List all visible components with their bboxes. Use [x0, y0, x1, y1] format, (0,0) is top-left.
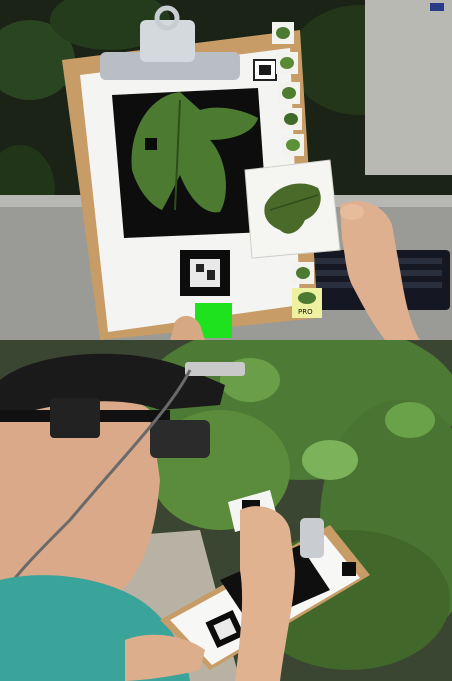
binder-clip: [100, 5, 240, 80]
head-mounted-display: [0, 362, 245, 601]
right-hand: [340, 201, 420, 340]
left-hand: [170, 315, 205, 340]
ar-lower-thumbnails: PRO: [292, 262, 322, 318]
user-panel: [0, 340, 452, 681]
ar-selected-leaf-card: [244, 159, 341, 259]
tracking-marker-small: [180, 250, 230, 296]
clipboard-clip: [300, 518, 324, 558]
wall-pillar: [365, 0, 452, 175]
user-left-hand: [125, 634, 205, 681]
ar-thumbnail-strip: [253, 22, 304, 156]
ar-view-scene: PRO: [0, 0, 452, 340]
ar-footer-label: PRO: [298, 308, 313, 316]
ar-view-panel: PRO: [0, 0, 452, 340]
user-right-hand: [235, 506, 295, 681]
user-scene: [0, 340, 452, 681]
leaf-specimen: [131, 92, 258, 213]
display-cable: [0, 369, 192, 601]
